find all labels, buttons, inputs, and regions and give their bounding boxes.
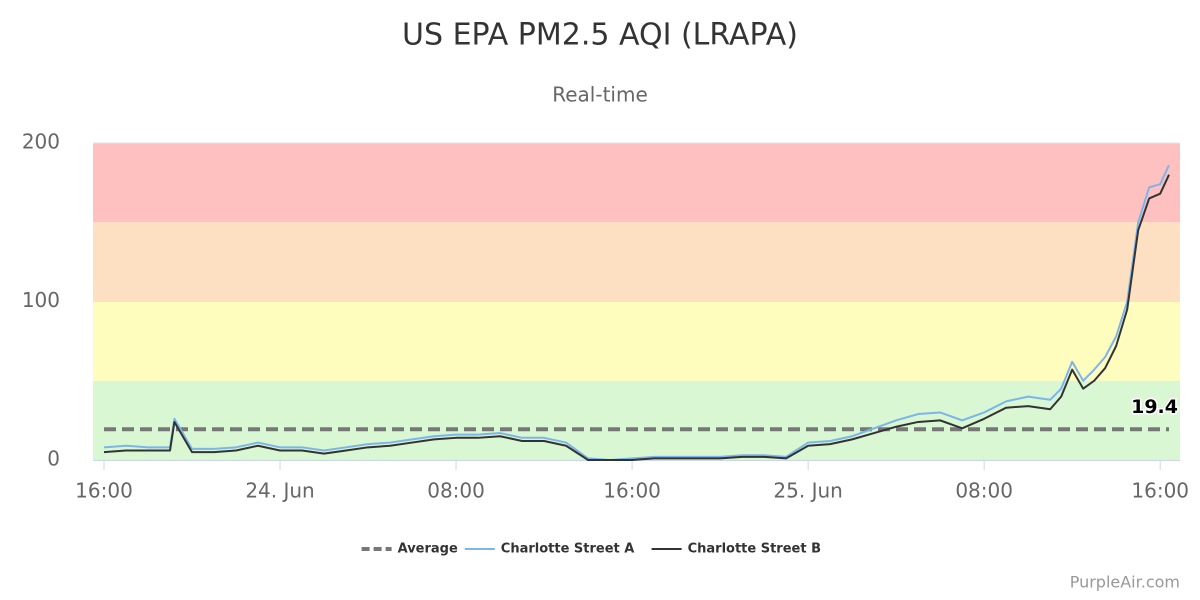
y-tick-label: 100 <box>22 288 60 312</box>
legend-label: Charlotte Street A <box>501 542 635 557</box>
plot-band <box>93 143 1180 223</box>
x-tick-label: 16:00 <box>603 479 661 503</box>
x-tick-label: 08:00 <box>955 479 1013 503</box>
chart-subtitle: Real-time <box>552 83 648 107</box>
plot-band <box>93 222 1180 302</box>
y-tick-label: 0 <box>47 447 60 471</box>
x-tick-label: 16:00 <box>75 479 133 503</box>
x-tick-label: 25. Jun <box>773 479 842 503</box>
credits: PurpleAir.com <box>1070 573 1180 592</box>
plot-band <box>93 301 1180 381</box>
legend-label: Charlotte Street B <box>688 542 821 557</box>
plot-band <box>93 380 1180 460</box>
series-line <box>103 164 1170 461</box>
average-label: 19.4 <box>1131 396 1178 418</box>
legend-label: Average <box>398 542 458 557</box>
x-tick-label: 08:00 <box>427 479 485 503</box>
y-tick-label: 200 <box>22 130 60 154</box>
x-tick-label: 24. Jun <box>245 479 314 503</box>
chart-title: US EPA PM2.5 AQI (LRAPA) <box>402 18 798 53</box>
x-tick-label: 16:00 <box>1131 479 1189 503</box>
series-line <box>103 174 1170 461</box>
